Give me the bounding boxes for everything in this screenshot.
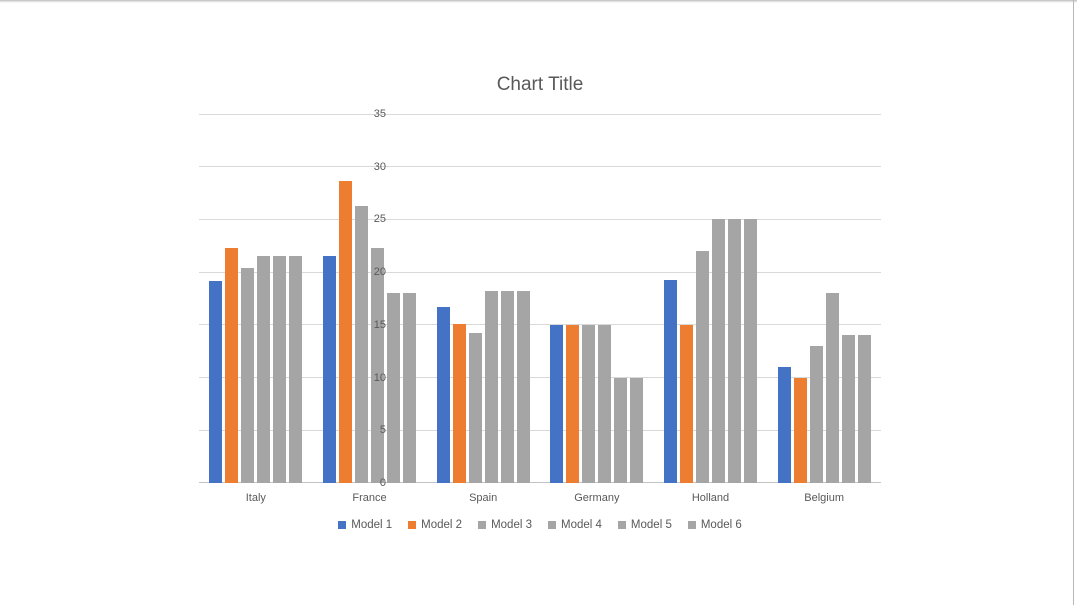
legend-item-model-2[interactable]: Model 2 [408,519,462,531]
bar-model-5-germany[interactable] [614,377,628,483]
gridline-25 [199,218,881,220]
legend-item-label: Model 2 [421,519,463,531]
chart-title[interactable]: Chart Title [496,74,584,95]
plot-area [199,113,881,483]
bar-model-2-france[interactable] [338,181,352,483]
bar-model-2-holland[interactable] [679,324,693,483]
bar-group-belgium [767,114,881,483]
gridline-10 [199,377,881,379]
x-axis-line [199,482,881,483]
bar-group-holland [654,114,768,483]
bar-model-1-spain[interactable] [436,306,450,483]
bar-model-5-holland[interactable] [727,219,741,483]
bar-model-1-italy[interactable] [209,280,223,483]
legend-swatch-icon [687,521,696,529]
gridline-5 [199,429,881,431]
legend-item-model-4[interactable]: Model 4 [548,519,602,531]
y-axis-tick-label-5: 5 [379,424,386,437]
bar-model-4-spain[interactable] [484,291,498,483]
bar-model-6-germany[interactable] [630,377,644,483]
gridline-20 [199,271,881,273]
y-axis-tick-label-0: 0 [379,477,386,489]
bar-model-3-italy[interactable] [241,267,255,483]
x-axis-category-label-france: France [352,492,387,504]
bar-model-3-belgium[interactable] [809,345,823,483]
bar-model-5-spain[interactable] [500,291,514,483]
bar-model-5-france[interactable] [386,293,400,483]
bar-model-6-holland[interactable] [743,219,757,483]
y-axis-tick-label-20: 20 [373,266,386,279]
legend-item-label: Model 1 [351,519,393,531]
bar-group-germany [540,114,654,483]
x-axis-category-label-spain: Spain [469,492,498,504]
bar-model-4-holland[interactable] [711,219,725,483]
legend-item-model-3[interactable]: Model 3 [478,519,532,531]
bar-model-4-germany[interactable] [598,324,612,483]
bar-model-1-france[interactable] [322,256,336,483]
bar-model-2-belgium[interactable] [793,377,807,483]
bar-model-6-belgium[interactable] [857,335,871,483]
legend-item-label: Model 5 [630,519,672,531]
legend-item-label: Model 3 [491,519,532,531]
gridline-15 [199,324,881,326]
y-axis-tick-label-15: 15 [373,318,386,331]
gridline-35 [199,113,881,115]
legend-item-label: Model 4 [561,519,602,531]
bar-model-3-holland[interactable] [695,251,709,483]
bar-model-5-belgium[interactable] [841,335,855,483]
y-axis-tick-label-25: 25 [373,213,386,226]
bar-model-6-italy[interactable] [289,256,303,483]
legend-item-model-6[interactable]: Model 6 [687,519,742,531]
bar-model-1-belgium[interactable] [777,367,791,483]
y-axis-tick-label-30: 30 [373,160,386,173]
window-right-edge [1073,0,1074,605]
bar-model-6-spain[interactable] [516,291,530,483]
gridline-30 [199,166,881,168]
bar-group-italy [199,114,313,483]
bar-group-spain [426,114,540,483]
legend-item-model-5[interactable]: Model 5 [617,519,672,531]
bar-model-6-france[interactable] [402,293,416,483]
bar-model-3-spain[interactable] [468,333,482,483]
legend-swatch-icon [617,521,626,529]
bar-model-4-belgium[interactable] [825,293,839,483]
legend-swatch-icon [548,521,556,529]
legend-swatch-icon [338,521,347,529]
bar-model-1-germany[interactable] [550,324,564,483]
legend-item-label: Model 6 [700,519,742,531]
bar-model-3-germany[interactable] [582,324,596,483]
legend-swatch-icon [478,521,487,529]
legend-item-model-1[interactable]: Model 1 [338,519,392,531]
x-axis-category-label-italy: Italy [245,492,266,504]
x-axis-category-label-germany: Germany [574,492,620,504]
bar-group-france [313,114,427,483]
legend-swatch-icon [408,521,417,529]
bar-model-2-germany[interactable] [566,324,580,483]
bar-model-5-italy[interactable] [273,256,287,483]
x-axis-category-label-holland: Holland [691,492,730,504]
y-axis-tick-label-35: 35 [373,108,386,120]
window-top-edge [0,0,1077,3]
y-axis-tick-label-10: 10 [373,371,386,384]
bar-model-4-france[interactable] [370,247,384,483]
bar-model-1-holland[interactable] [663,279,677,483]
bar-model-4-italy[interactable] [257,256,271,483]
x-axis-category-label-belgium: Belgium [804,492,845,504]
bar-model-3-france[interactable] [354,205,368,483]
bar-model-2-italy[interactable] [225,247,239,483]
bar-model-2-spain[interactable] [452,323,466,483]
legend[interactable]: Model 1 Model 2 Model 3 Model 4 Model 5 Model… [199,519,881,531]
